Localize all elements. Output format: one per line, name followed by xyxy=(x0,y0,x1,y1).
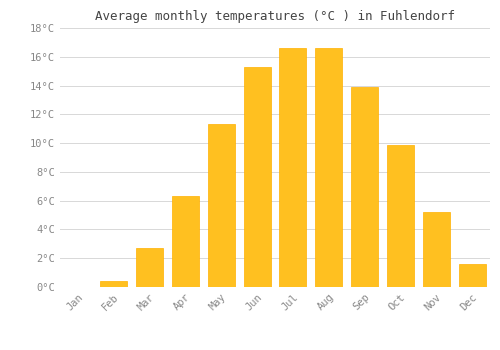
Bar xyxy=(100,281,127,287)
Bar xyxy=(387,145,414,287)
Bar xyxy=(351,87,378,287)
Bar xyxy=(423,212,450,287)
Bar xyxy=(136,248,163,287)
Bar xyxy=(316,48,342,287)
Bar xyxy=(244,67,270,287)
Bar xyxy=(208,124,234,287)
Bar xyxy=(458,264,485,287)
Bar xyxy=(172,196,199,287)
Bar xyxy=(280,48,306,287)
Title: Average monthly temperatures (°C ) in Fuhlendorf: Average monthly temperatures (°C ) in Fu… xyxy=(95,10,455,23)
